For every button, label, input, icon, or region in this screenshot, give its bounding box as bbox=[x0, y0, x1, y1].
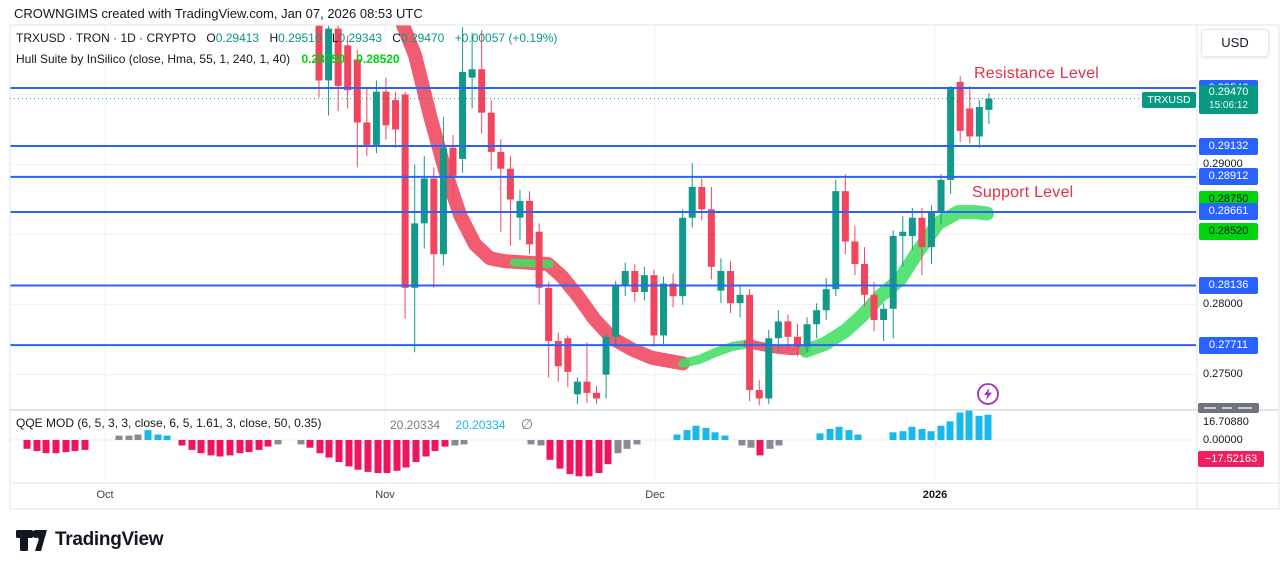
low-label: L bbox=[331, 31, 339, 45]
hull-value-2: 0.28520 bbox=[356, 52, 400, 66]
tradingview-logo-icon bbox=[16, 530, 47, 551]
support-level-label[interactable]: Support Level bbox=[972, 184, 1074, 201]
current-price-badge: 0.29470 15:06:12 bbox=[1199, 85, 1258, 114]
price-level-badge: 0.29132 bbox=[1199, 137, 1258, 155]
high-label: H bbox=[269, 31, 279, 45]
empty-set-icon: ∅ bbox=[520, 416, 534, 432]
close-label: C bbox=[392, 31, 401, 45]
time-axis-label: Dec bbox=[645, 489, 665, 501]
time-axis-label: Nov bbox=[375, 489, 395, 501]
qqe-value-2: 20.20334 bbox=[455, 418, 506, 432]
open-label: O bbox=[206, 31, 216, 45]
price-line-label: TRXUSD bbox=[1142, 92, 1196, 108]
price-level-badge: 0.28520 bbox=[1199, 223, 1258, 241]
resistance-level-label[interactable]: Resistance Level bbox=[974, 65, 1100, 82]
bar-countdown: 15:06:12 bbox=[1209, 100, 1248, 111]
price-level-badge: 0.28136 bbox=[1199, 277, 1258, 295]
qqe-current-value-badge: −17.52163 bbox=[1198, 451, 1264, 467]
time-axis-label: Oct bbox=[96, 489, 114, 501]
price-scale-label: 0.28000 bbox=[1203, 298, 1243, 311]
qqe-values: 20.20334 20.20334 ∅ bbox=[390, 416, 533, 433]
tradingview-logo-text: TradingView bbox=[55, 529, 164, 550]
symbol-title: TRXUSD · TRON · 1D · CRYPTO bbox=[16, 31, 197, 45]
hull-suite-title: Hull Suite by InSilico (close, Hma, 55, … bbox=[16, 52, 291, 66]
hull-value-1: 0.28750 bbox=[301, 52, 345, 66]
time-axis-label: 2026 bbox=[922, 489, 948, 501]
price-level-badge: 0.28661 bbox=[1199, 203, 1258, 221]
price-level-badge: 0.27711 bbox=[1199, 336, 1258, 354]
attribution-text: CROWNGIMS created with TradingView.com, … bbox=[14, 6, 423, 21]
qqe-value-1: 20.20334 bbox=[390, 418, 441, 432]
price-level-badge: 0.28912 bbox=[1199, 168, 1258, 186]
price-scale-label: 0.27500 bbox=[1203, 368, 1243, 381]
flash-icon[interactable] bbox=[976, 382, 1000, 406]
current-price-value: 0.29470 bbox=[1208, 86, 1249, 98]
currency-button[interactable]: USD bbox=[1201, 29, 1269, 57]
open-value: 0.29413 bbox=[215, 31, 260, 45]
qqe-mod-legend[interactable]: QQE MOD (6, 5, 3, 3, close, 6, 5, 1.61, … bbox=[16, 416, 321, 430]
tradingview-logo[interactable]: TradingView bbox=[16, 528, 164, 552]
qqe-scale-label: 16.70880 bbox=[1203, 415, 1249, 428]
high-value: 0.29510 bbox=[278, 31, 322, 45]
close-value: 0.29470 bbox=[400, 31, 445, 45]
obscured-scale-badge bbox=[1198, 403, 1259, 413]
price-scale-label: 0.29000 bbox=[1203, 158, 1243, 170]
qqe-mod-title: QQE MOD (6, 5, 3, 3, close, 6, 5, 1.61, … bbox=[16, 416, 322, 430]
hull-suite-legend[interactable]: Hull Suite by InSilico (close, Hma, 55, … bbox=[16, 52, 400, 66]
low-value: 0.29343 bbox=[338, 31, 382, 45]
symbol-legend[interactable]: TRXUSD · TRON · 1D · CRYPTO O0.29413 H0.… bbox=[16, 31, 557, 45]
change-value: +0.00057 (+0.19%) bbox=[454, 31, 558, 45]
qqe-scale-label: 0.00000 bbox=[1203, 433, 1243, 446]
